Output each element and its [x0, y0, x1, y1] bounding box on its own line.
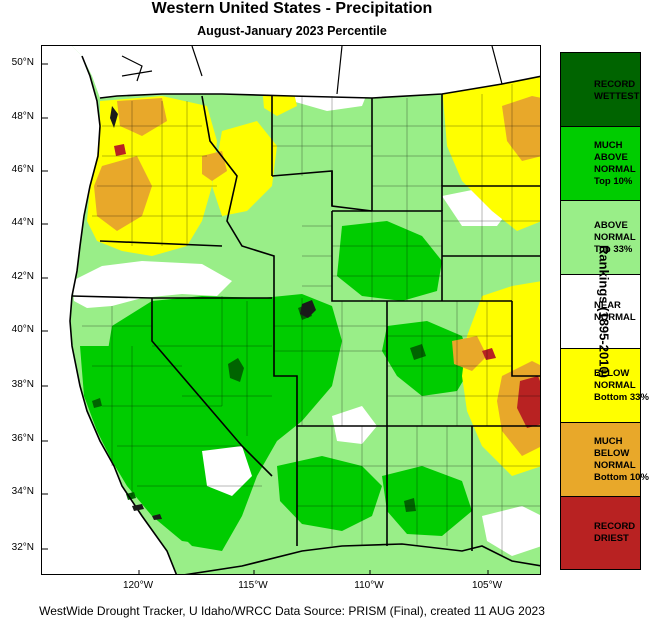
legend-title: Rankings (1895-2010) — [596, 245, 612, 378]
legend-cell-much-above: MUCH ABOVE NORMAL Top 10% — [561, 127, 640, 201]
lat-label-32: 32°N — [11, 542, 34, 553]
legend-label: RECORD DRIEST — [594, 521, 636, 544]
legend-label: NEAR NORMAL — [594, 300, 636, 323]
us-canada-border — [99, 75, 540, 99]
credit-line: WestWide Drought Tracker, U Idaho/WRCC D… — [39, 604, 545, 618]
puget-sound — [110, 106, 118, 128]
lat-label-40: 40°N — [11, 324, 34, 335]
legend-label: ABOVE NORMAL Top 33% — [594, 220, 636, 255]
coastline — [69, 55, 178, 574]
map-subtitle: August-January 2023 Percentile — [197, 24, 387, 38]
map-frame — [41, 45, 541, 575]
legend-cell-much-below: MUCH BELOW NORMAL Bottom 10% — [561, 423, 649, 497]
map-title: Western United States - Precipitation — [151, 0, 433, 17]
lat-label-50: 50°N — [11, 57, 34, 68]
region-much-above-arizona — [277, 456, 382, 531]
legend-cell-record-wettest: RECORD WETTEST — [561, 53, 640, 127]
legend-cell-near: NEAR NORMAL — [561, 275, 640, 349]
state-boundaries — [71, 94, 540, 551]
lat-label-36: 36°N — [11, 433, 34, 444]
lat-label-34: 34°N — [11, 486, 34, 497]
region-much-above-colorado — [382, 321, 472, 396]
lat-label-46: 46°N — [11, 164, 34, 175]
legend-label: BELOW NORMAL Bottom 33% — [594, 368, 649, 403]
region-record-driest — [114, 144, 540, 428]
lon-label-105: 105°W — [471, 580, 503, 591]
canada-lines — [121, 46, 503, 95]
county-lines — [82, 84, 540, 556]
legend-label: MUCH ABOVE NORMAL Top 10% — [594, 140, 636, 187]
channel-islands — [132, 504, 162, 520]
lat-label-48: 48°N — [11, 111, 34, 122]
great-salt-lake — [300, 300, 316, 318]
lat-label-42: 42°N — [11, 271, 34, 282]
lon-label-115: 115°W — [238, 580, 268, 591]
lat-label-44: 44°N — [11, 217, 34, 228]
region-record-wettest — [92, 304, 426, 512]
precipitation-map — [42, 46, 540, 574]
map-ticks — [42, 63, 489, 574]
legend-label: MUCH BELOW NORMAL Bottom 10% — [594, 436, 649, 483]
legend-cell-below: BELOW NORMAL Bottom 33% — [561, 349, 649, 423]
lat-label-38: 38°N — [11, 379, 34, 390]
lon-label-110: 110°W — [354, 580, 384, 591]
region-much-above-wyoming — [337, 221, 442, 301]
legend: RECORD WETTEST MUCH ABOVE NORMAL Top 10%… — [560, 52, 649, 570]
region-much-above-newmexico — [382, 466, 472, 536]
legend-label: RECORD WETTEST — [594, 79, 640, 102]
legend-cell-above: ABOVE NORMAL Top 33% — [561, 201, 640, 275]
legend-cell-record-driest: RECORD DRIEST — [561, 497, 640, 569]
lon-label-120: 120°W — [122, 580, 154, 591]
canada-region — [72, 46, 540, 98]
